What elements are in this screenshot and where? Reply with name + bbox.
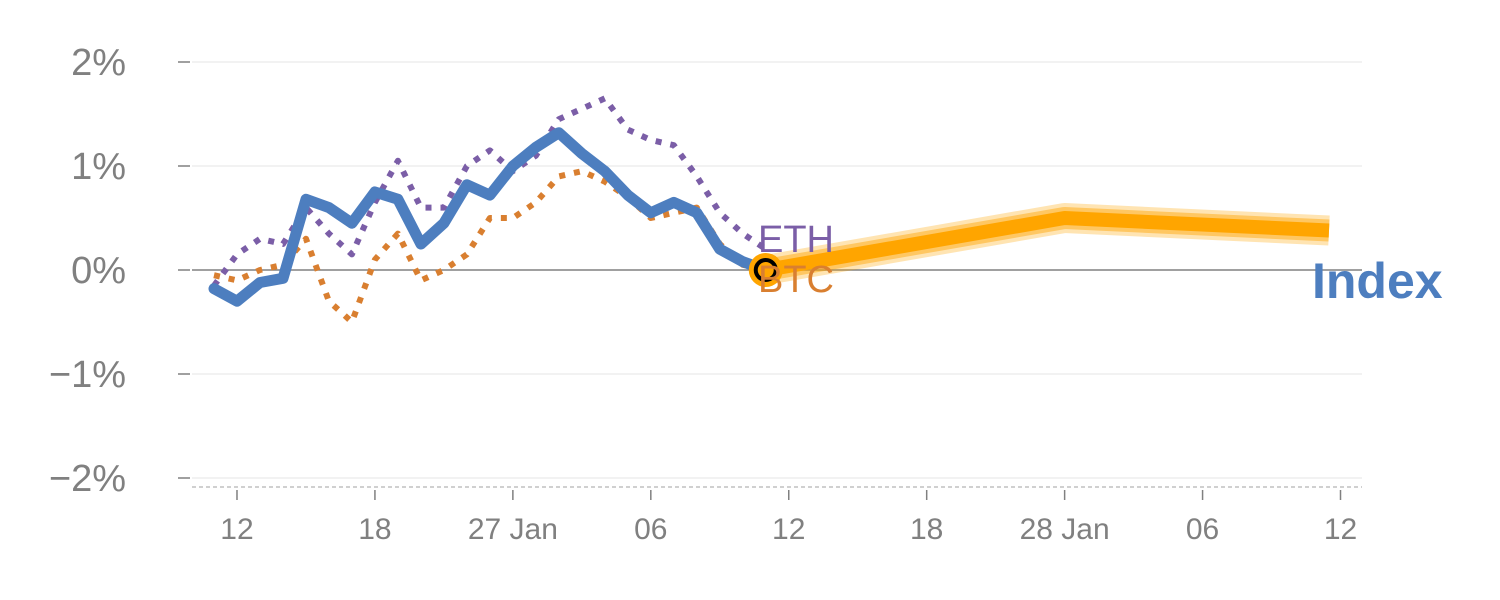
- x-tick-label: 18: [910, 513, 943, 546]
- forecast-line: [764, 211, 1330, 277]
- btc-series-label: BTC: [758, 259, 834, 301]
- x-tick-label: 12: [220, 513, 253, 546]
- y-tick-label: 2%: [71, 42, 126, 84]
- y-axis: 2% 1% 0% −1% −2%: [49, 42, 190, 500]
- y-tick-label: 1%: [71, 146, 126, 188]
- x-tick-label: 28 Jan: [1020, 513, 1110, 546]
- x-tick-label: 12: [772, 513, 805, 546]
- index-series-label: Index: [1312, 253, 1443, 309]
- x-tick-label: 06: [634, 513, 667, 546]
- current-point-marker: [748, 253, 783, 287]
- x-tick-label: 18: [358, 513, 391, 546]
- x-tick-label: 06: [1186, 513, 1219, 546]
- y-tick-label: 0%: [71, 250, 126, 292]
- x-tick-label: 27 Jan: [468, 513, 558, 546]
- y-tick-label: −1%: [49, 354, 126, 396]
- index-line: [208, 127, 772, 307]
- y-tick-label: −2%: [49, 458, 126, 500]
- x-axis: 12 18 27 Jan 06 12 18 28 Jan 06 12: [192, 486, 1362, 546]
- series-labels: ETH BTC Index: [758, 219, 1443, 309]
- series-layer: [208, 95, 1330, 325]
- btc-line: [213, 168, 767, 325]
- eth-line: [211, 95, 768, 288]
- current-point-ring: [753, 258, 778, 282]
- eth-series-label: ETH: [758, 219, 834, 261]
- x-tick-label: 12: [1324, 513, 1357, 546]
